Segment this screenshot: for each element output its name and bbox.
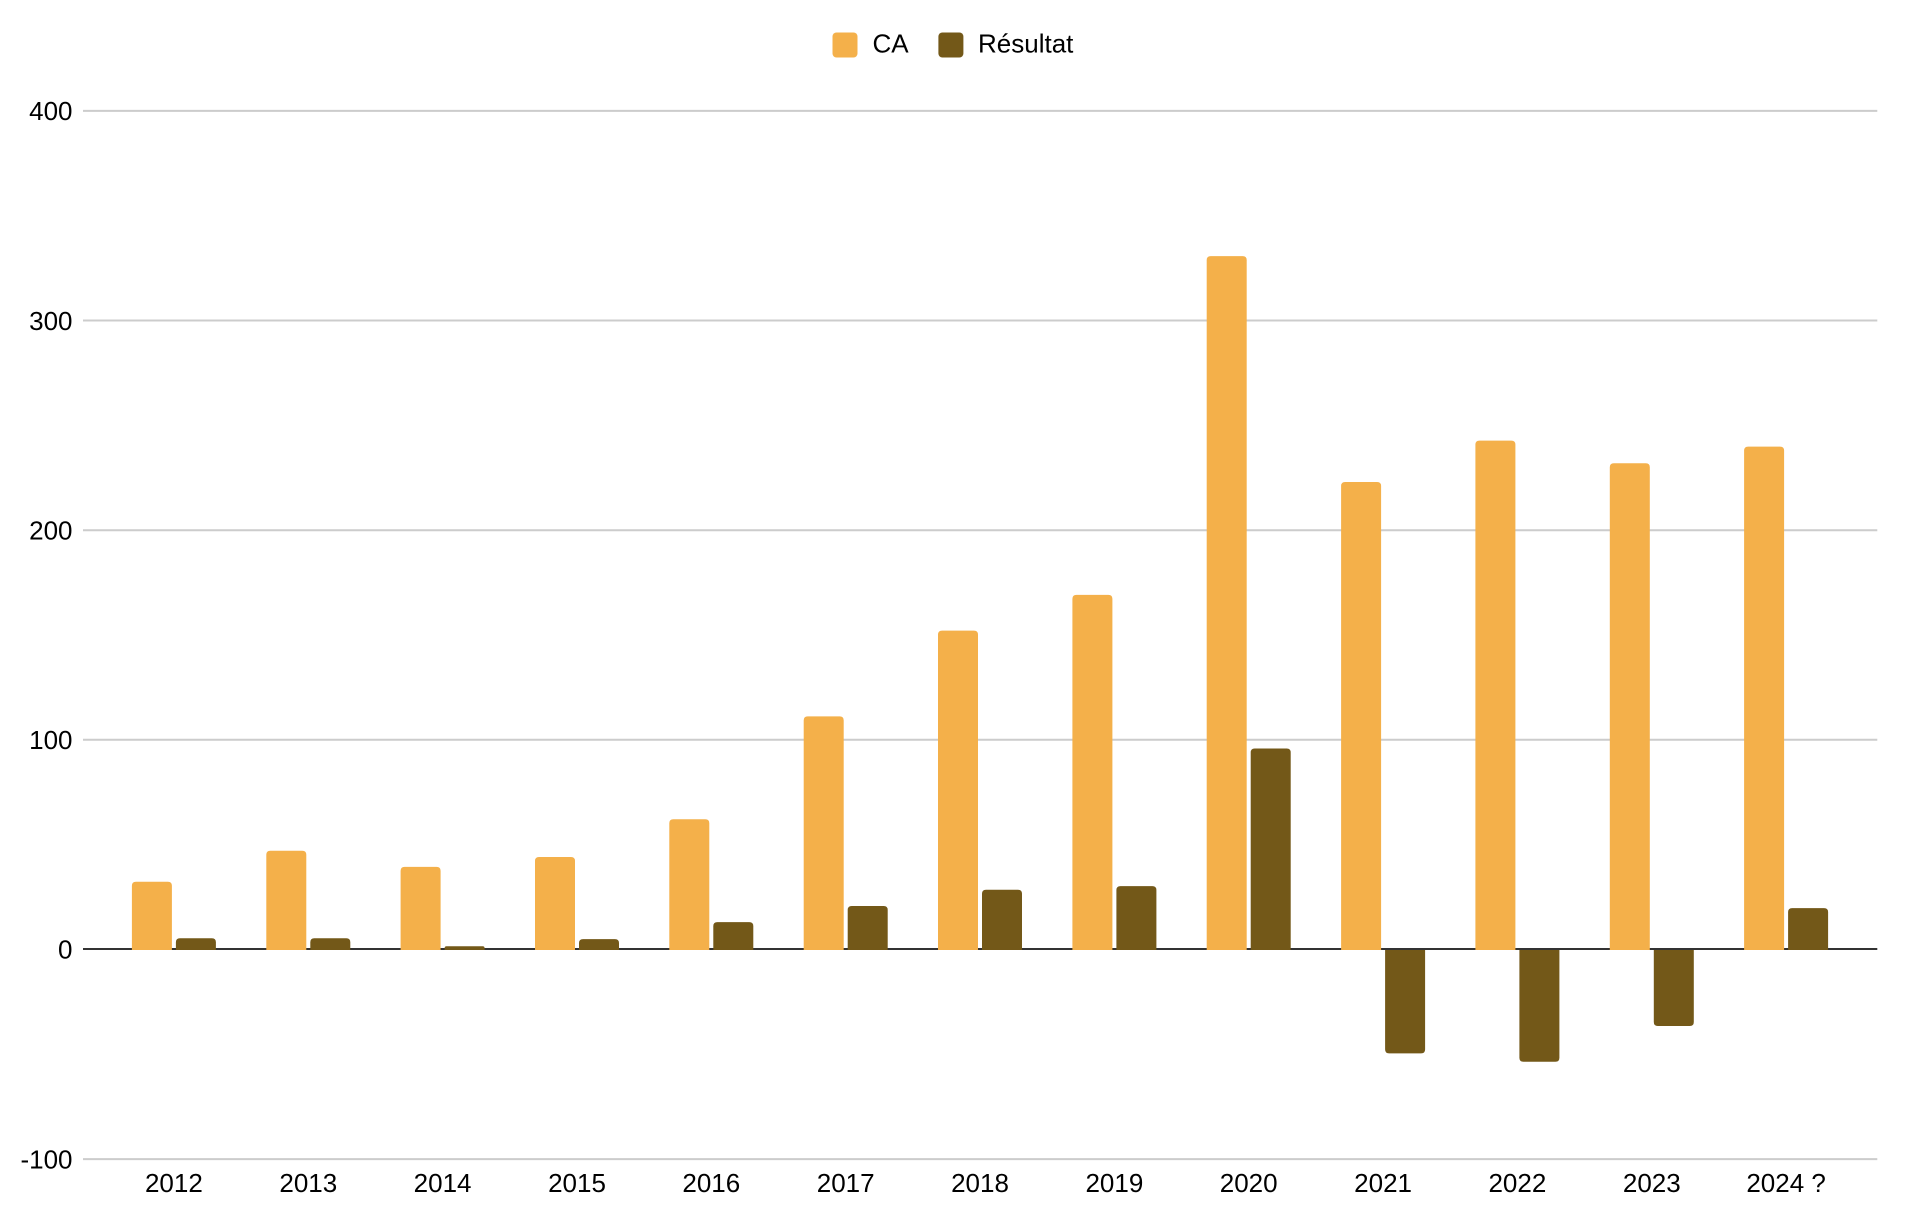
svg-text:2013: 2013	[279, 1168, 337, 1198]
svg-text:300: 300	[29, 306, 72, 336]
svg-text:2018: 2018	[951, 1168, 1009, 1198]
svg-text:2015: 2015	[548, 1168, 606, 1198]
svg-text:2021: 2021	[1354, 1168, 1412, 1198]
svg-text:-100: -100	[20, 1144, 72, 1174]
svg-text:2014: 2014	[414, 1168, 472, 1198]
svg-text:2020: 2020	[1220, 1168, 1278, 1198]
svg-text:2017: 2017	[817, 1168, 875, 1198]
svg-text:CA: CA	[873, 29, 910, 59]
svg-text:100: 100	[29, 725, 72, 755]
svg-text:2024 ?: 2024 ?	[1746, 1168, 1826, 1198]
svg-text:2019: 2019	[1085, 1168, 1143, 1198]
svg-text:Résultat: Résultat	[978, 29, 1074, 59]
svg-text:2022: 2022	[1488, 1168, 1546, 1198]
svg-text:0: 0	[58, 934, 72, 964]
svg-text:2016: 2016	[682, 1168, 740, 1198]
svg-text:2023: 2023	[1623, 1168, 1681, 1198]
svg-text:2012: 2012	[145, 1168, 203, 1198]
svg-text:200: 200	[29, 516, 72, 546]
svg-text:400: 400	[29, 96, 72, 126]
